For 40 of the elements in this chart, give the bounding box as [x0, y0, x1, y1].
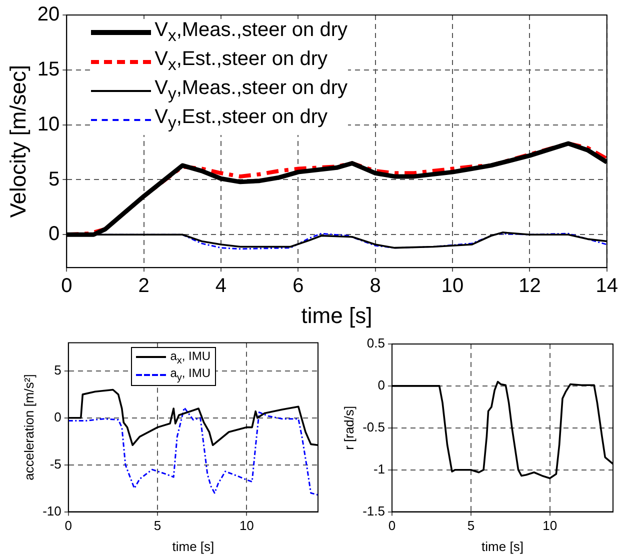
y-tick-label: 0	[378, 378, 385, 393]
y-tick-label: -0.5	[362, 419, 385, 434]
y-tick-label: 10	[37, 113, 60, 136]
x-tick-label: 4	[215, 275, 227, 298]
x-axis-title: time [s]	[301, 302, 372, 328]
legend-label: a$_{y}$, IMU	[170, 366, 211, 384]
x-tick-label: 5	[154, 518, 162, 534]
x-axis-title: time [s]	[172, 538, 214, 554]
y-tick-label: -1.5	[362, 503, 385, 518]
x-tick-label: 2	[138, 275, 150, 298]
legend-label: V$_{y}$,Meas.,steer on dry	[154, 77, 348, 104]
y-axis-title: Velocity [m/sec]	[5, 64, 30, 218]
x-tick-label: 6	[292, 275, 304, 298]
x-tick-label: 10	[239, 518, 254, 534]
x-tick-label: 5	[467, 518, 475, 534]
y-tick-label: 0.5	[366, 336, 385, 351]
y-axis-title: r [rad/s]	[341, 406, 356, 450]
legend-label: V$_{x}$,Est.,steer on dry	[154, 48, 328, 75]
x-tick-label: 8	[370, 275, 381, 298]
y-tick-label: 0	[54, 409, 62, 424]
legend-label: V$_{y}$,Est.,steer on dry	[154, 106, 328, 133]
x-tick-label: 0	[64, 518, 72, 534]
y-tick-label: 15	[37, 58, 60, 80]
legend-label: V$_{x}$,Meas.,steer on dry	[154, 19, 348, 46]
x-tick-label: 10	[542, 518, 558, 534]
line-series	[68, 406, 318, 496]
x-tick-label: 10	[441, 275, 464, 298]
y-tick-label: 5	[48, 168, 60, 190]
x-axis-title: time [s]	[482, 538, 524, 554]
y-tick-label: 5	[54, 362, 62, 378]
y-tick-label: 0	[48, 223, 60, 246]
x-tick-label: 14	[596, 275, 618, 298]
y-tick-label: -1	[373, 461, 385, 476]
y-tick-label: 20	[37, 4, 60, 26]
y-tick-label: -10	[42, 503, 62, 518]
y-tick-label: -5	[50, 456, 62, 472]
legend-label: a$_{x}$, IMU	[170, 348, 211, 366]
x-tick-label: 12	[518, 275, 541, 298]
x-tick-label: 0	[388, 518, 396, 534]
y-axis-title: acceleration [m/s²]	[21, 374, 36, 480]
